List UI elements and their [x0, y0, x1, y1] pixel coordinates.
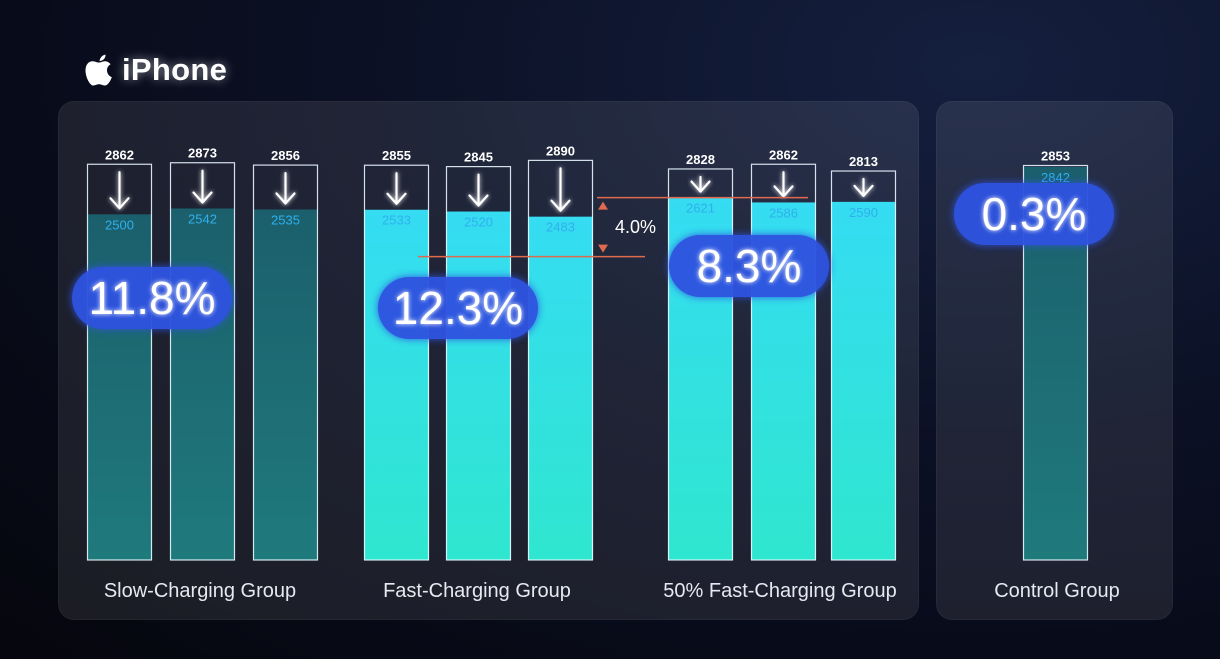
group-1-label: Slow-Charging Group — [104, 580, 296, 602]
group-2-bar-2-final — [446, 211, 511, 560]
group-2-bar-1-final-label: 2533 — [382, 213, 411, 228]
group-2-bar-2-initial-label: 2845 — [464, 150, 493, 165]
group-3-bar-2-initial-label: 2862 — [769, 147, 798, 162]
group-2-bar-1-down-arrow-icon — [386, 172, 407, 205]
brand-title: iPhone — [122, 52, 228, 87]
group-1-bar-1-final — [87, 214, 152, 560]
group-4-label: Control Group — [994, 580, 1120, 602]
group-1-bar-3-final — [253, 209, 318, 560]
group-3-bar-1-down-arrow-icon — [690, 175, 711, 193]
group-2-label: Fast-Charging Group — [383, 580, 571, 602]
group-3-drop-pill: 8.3% — [669, 235, 829, 297]
group-3-bar-1-final-label: 2621 — [686, 201, 715, 216]
brand-header: iPhone — [84, 52, 227, 88]
group-1-drop-pill: 11.8% — [72, 267, 232, 329]
difference-down-triangle-icon — [598, 244, 608, 253]
group-3-drop-pill-text: 8.3% — [697, 240, 802, 292]
group-1-bar-3-initial-label: 2856 — [271, 148, 300, 163]
group-2-bar-3-down-arrow-icon — [550, 167, 571, 212]
group-3-bar-3-final-label: 2590 — [849, 205, 878, 220]
group-2-bar-3-outline — [527, 159, 594, 561]
group-3-bar-3-outline — [830, 170, 897, 561]
group-4-drop-pill-bg — [954, 183, 1114, 245]
group-3-label: 50% Fast-Charging Group — [663, 580, 896, 602]
group-1-bar-2-initial-label: 2873 — [188, 146, 217, 161]
group-1-bar-3-outline — [252, 164, 319, 561]
group-2-bar-3-final — [528, 216, 593, 560]
group-3-bar-2-down-arrow-icon — [773, 171, 794, 198]
group-1-bar-1-final-label: 2500 — [105, 217, 134, 232]
group-3-bar-1-outline — [667, 168, 734, 561]
group-1-bar-3-down-arrow-icon — [275, 171, 296, 205]
group-1-bar-2-outline — [169, 162, 236, 561]
group-2-bar-3-final-label: 2483 — [546, 220, 575, 235]
group-2-bar-3-initial-label: 2890 — [546, 143, 575, 158]
group-2-drop-pill-bg — [378, 277, 538, 339]
group-1-drop-pill-bg — [72, 267, 232, 329]
group-2-bar-2-outline — [445, 166, 512, 561]
group-2-bar-2-down-arrow-icon — [468, 173, 489, 207]
group-4-bar-1-final-label: 2842 — [1041, 170, 1070, 185]
group-2-bar-1-final — [364, 209, 429, 560]
group-2-drop-pill-text: 12.3% — [393, 282, 523, 334]
group-2-bar-1-outline — [363, 164, 430, 561]
group-1-bar-2-down-arrow-icon — [192, 169, 213, 204]
group-1-bar-1-initial-label: 2862 — [105, 147, 134, 162]
group-1-bar-2-final-label: 2542 — [188, 212, 217, 227]
group-1-bar-1-outline — [86, 163, 153, 561]
group-3-bar-3-final — [831, 201, 896, 560]
group-1-bar-1-down-arrow-icon — [109, 171, 130, 210]
group-1-drop-pill-text: 11.8% — [88, 272, 215, 324]
group-3-bar-1-initial-label: 2828 — [686, 152, 715, 167]
group-4-bar-1-initial-label: 2853 — [1041, 148, 1070, 163]
group-2-drop-pill: 12.3% — [378, 277, 538, 339]
group-2-bar-2-final-label: 2520 — [464, 215, 493, 230]
group-4-drop-pill: 0.3% — [954, 183, 1114, 245]
difference-label: 4.0% — [615, 217, 656, 237]
group-3-drop-pill-bg — [669, 235, 829, 297]
group-1-bar-2-final — [170, 208, 235, 561]
apple-logo-icon — [85, 54, 112, 86]
group-3-bar-2-outline — [750, 163, 817, 561]
group-1-bar-3-final-label: 2535 — [271, 212, 300, 227]
group-4-drop-pill-text: 0.3% — [982, 188, 1087, 240]
group-2-bar-1-initial-label: 2855 — [382, 148, 411, 163]
group-3-bar-2-final-label: 2586 — [769, 205, 798, 220]
group-4-bar-1-outline — [1022, 164, 1089, 561]
group-3-bar-3-initial-label: 2813 — [849, 154, 878, 169]
group-3-bar-3-down-arrow-icon — [853, 177, 874, 197]
difference-up-triangle-icon — [598, 201, 608, 210]
